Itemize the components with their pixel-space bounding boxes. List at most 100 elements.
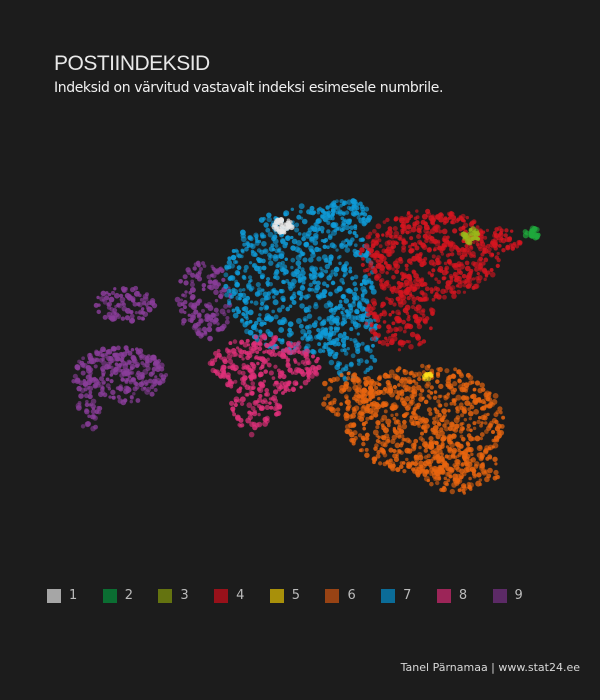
postal-code-dot [416,421,421,426]
postal-code-dot [401,413,407,418]
postal-code-dot [461,273,467,279]
postal-code-dot [446,478,451,483]
postal-code-dot [477,397,482,401]
postal-code-dot [329,242,336,249]
postal-code-dot [371,400,377,407]
postal-code-dot [484,476,490,483]
postal-code-dot [93,364,98,369]
postal-code-dot [423,319,429,325]
postal-code-dot [300,267,305,272]
postal-code-dot [216,349,221,353]
postal-code-dot [243,264,249,270]
postal-code-dot [447,241,454,248]
postal-code-dot [71,378,76,384]
postal-code-dot [261,334,268,340]
postal-code-dot [417,376,422,382]
postal-code-dot [405,224,412,230]
postal-code-dot [443,476,448,481]
postal-code-dot [462,283,467,288]
postal-code-dot [398,217,405,224]
postal-code-dot [528,230,535,237]
postal-code-dot [449,246,455,252]
postal-code-dot [364,321,369,326]
postal-code-dot [263,321,267,326]
postal-code-dot [129,313,135,319]
postal-code-dot [385,296,389,300]
postal-code-dot [88,374,93,378]
postal-code-dot [342,331,347,336]
postal-code-dot [485,243,491,249]
postal-code-dot [130,348,135,352]
postal-code-dot [353,287,359,292]
postal-code-dot [72,373,78,379]
postal-code-dot [350,437,357,444]
postal-code-dot [375,259,380,264]
postal-code-dot [434,414,440,419]
postal-code-dot [272,295,276,299]
postal-code-dot [363,281,368,286]
postal-code-dot [470,393,477,400]
postal-code-dot [392,225,398,232]
postal-code-dot [360,206,366,212]
postal-code-dot [333,266,340,273]
postal-code-dot [465,460,470,465]
postal-code-dot [94,409,100,415]
postal-code-dot [106,305,112,310]
postal-code-dot [395,395,400,401]
postal-code-dot [177,301,183,307]
postal-code-dot [96,309,101,315]
postal-code-dot [190,304,197,310]
postal-code-dot [281,267,286,272]
postal-code-dot [438,229,443,234]
postal-code-dot [245,321,249,325]
postal-code-dot [289,342,296,349]
postal-code-dot [142,363,147,368]
postal-code-dot [485,456,490,461]
region-5-dots [421,371,434,382]
postal-code-dot [461,421,465,426]
postal-code-dot [208,284,215,291]
postal-code-dot [439,430,445,437]
postal-code-dot [123,388,129,395]
postal-code-dot [277,350,283,357]
postal-code-dot [267,256,272,261]
postal-code-dot [468,281,473,287]
postal-code-dot [444,368,450,374]
postal-code-dot [462,235,467,240]
postal-code-dot [110,345,117,352]
postal-code-dot [264,349,269,354]
postal-code-dot [397,435,402,439]
postal-code-dot [439,249,444,254]
postal-code-dot [248,275,253,280]
postal-code-dot [348,266,352,271]
postal-code-dot [295,239,302,246]
postal-code-dot [376,450,381,455]
postal-code-dot [322,216,329,222]
postal-code-dot [375,262,382,269]
postal-code-dot [364,432,370,438]
postal-code-dot [240,292,247,299]
postal-code-dot [190,272,196,278]
postal-code-dot [271,309,276,314]
postal-code-dot [426,373,431,378]
postal-code-dot [231,308,236,313]
postal-code-dot [476,272,480,276]
postal-code-dot [358,416,365,422]
postal-code-dot [419,388,425,393]
postal-code-dot [268,260,274,266]
postal-code-dot [339,402,343,406]
postal-code-dot [110,365,114,370]
postal-code-dot [142,311,149,317]
postal-code-dot [426,407,432,413]
postal-code-dot [94,378,99,382]
postal-code-dot [282,384,288,390]
postal-code-dot [335,248,339,252]
postal-code-dot [302,379,309,386]
postal-code-dot [123,378,129,383]
postal-code-dot [354,233,359,238]
postal-code-dot [404,323,411,329]
postal-code-dot [390,240,396,245]
postal-code-dot [206,326,213,333]
postal-code-dot [471,261,476,266]
postal-code-dot [465,372,471,378]
